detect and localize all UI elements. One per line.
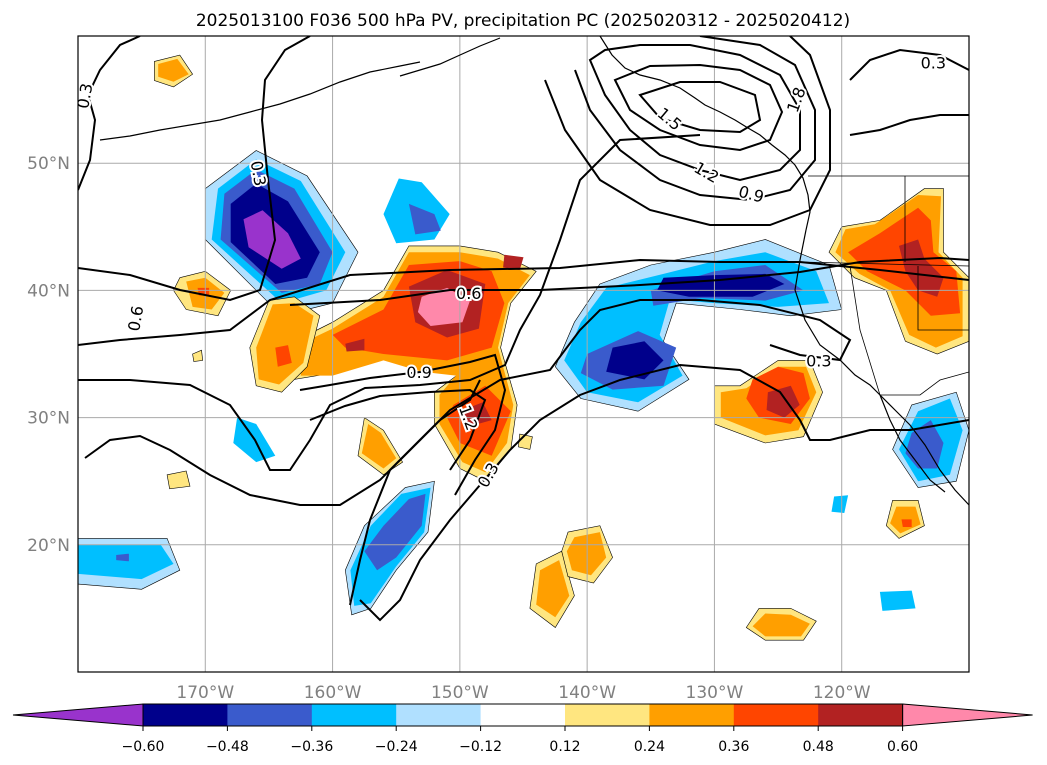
colorbar-extend-high bbox=[902, 703, 1033, 727]
colorbar-segment bbox=[565, 704, 650, 726]
precip-region-53 bbox=[752, 613, 810, 637]
baja-california bbox=[879, 394, 946, 493]
pv-contour-0.3-low-west bbox=[78, 36, 311, 302]
north-america-west-coast bbox=[794, 229, 969, 506]
x-tick-label: 170°W bbox=[176, 683, 234, 703]
colorbar-tick-label: 0.60 bbox=[887, 739, 918, 755]
y-tick-label: 50°N bbox=[27, 154, 70, 174]
precip-region-39 bbox=[275, 345, 292, 367]
colorbar-tick-label: 0.12 bbox=[549, 739, 580, 755]
chart-title: 2025013100 F036 500 hPa PV, precipitatio… bbox=[196, 11, 850, 31]
colorbar-tick-label: −0.24 bbox=[375, 739, 418, 755]
precip-region-38 bbox=[256, 303, 314, 385]
colorbar-segment bbox=[143, 704, 228, 726]
pv-contour-0.6-low-west bbox=[78, 258, 969, 346]
precip-region-56 bbox=[901, 519, 912, 527]
precip-region-59 bbox=[192, 349, 204, 362]
precip-region-58 bbox=[166, 470, 191, 490]
pv-contours bbox=[78, 36, 969, 622]
precip-region-43 bbox=[361, 424, 397, 469]
precip-region-31 bbox=[345, 338, 365, 352]
pv-contour-1.2-central bbox=[309, 388, 487, 471]
colorbar-segment bbox=[311, 704, 397, 726]
alaska-coastline bbox=[599, 36, 811, 231]
colorbar: −0.60 −0.48 −0.36 −0.24 −0.12 0.12 0.24 0.36 0.4… bbox=[12, 703, 1033, 755]
x-tick-label: 130°W bbox=[686, 683, 744, 703]
colorbar-tick-label: 0.24 bbox=[634, 739, 665, 755]
x-tick-label: 160°W bbox=[304, 683, 362, 703]
pv-contour-0.3-southeast bbox=[359, 363, 969, 622]
colorbar-frame bbox=[142, 703, 904, 727]
map-background bbox=[78, 36, 969, 672]
colorbar-tick-label: −0.48 bbox=[206, 739, 249, 755]
state-borders bbox=[849, 176, 969, 396]
colorbar-tick-label: −0.36 bbox=[290, 739, 333, 755]
colorbar-segment bbox=[649, 704, 735, 726]
colorbar-segment bbox=[396, 704, 482, 726]
precip-region-45 bbox=[536, 560, 570, 618]
pv-contour-label: 0.6 bbox=[456, 284, 481, 303]
precip-region-47 bbox=[566, 532, 607, 576]
precip-region-6 bbox=[408, 203, 441, 235]
precip-region-15 bbox=[364, 493, 426, 571]
pv-contour-0.9 bbox=[544, 36, 831, 226]
pv-contour-0.3-east bbox=[849, 48, 969, 81]
precip-region-12 bbox=[606, 341, 664, 380]
pv-contour-label: 0.9 bbox=[736, 182, 766, 207]
us-mexico-border bbox=[880, 371, 969, 396]
pv-contour-1.5 bbox=[588, 44, 801, 182]
pv-contour-label: 0.3 bbox=[806, 351, 831, 370]
colorbar-extend-low bbox=[12, 703, 144, 727]
precip-region-4 bbox=[243, 210, 301, 269]
precip-region-24 bbox=[831, 495, 849, 513]
colorbar-tick-label: −0.12 bbox=[459, 739, 502, 755]
canada-us-border bbox=[799, 261, 969, 267]
precip-region-63 bbox=[899, 239, 944, 297]
x-tick-label: 140°W bbox=[558, 683, 616, 703]
precip-region-32 bbox=[459, 402, 492, 427]
pv-contour-inner bbox=[638, 81, 762, 134]
map-plot-area: 0.30.30.60.60.91.20.31.51.20.91.80.30.3 bbox=[78, 36, 969, 672]
precip-region-33 bbox=[417, 287, 470, 326]
pv-contour-1.8 bbox=[613, 63, 784, 152]
map-frame bbox=[77, 35, 970, 673]
colorbar-segment bbox=[227, 704, 313, 726]
aleutian-islands bbox=[99, 61, 421, 141]
precip-region-41 bbox=[158, 58, 189, 82]
x-tick-label: 120°W bbox=[813, 683, 871, 703]
precip-region-17 bbox=[78, 544, 174, 580]
pv-contour-0.3-south bbox=[84, 299, 852, 506]
x-tick-label: 150°W bbox=[431, 683, 489, 703]
colorbar-tick-label: 0.48 bbox=[803, 739, 834, 755]
precip-region-57 bbox=[518, 433, 533, 450]
precip-region-23 bbox=[879, 590, 916, 611]
pv-contour-0.9-central bbox=[299, 353, 507, 496]
colorbar-segment bbox=[733, 704, 819, 726]
pv-contour-0.3-northwest bbox=[78, 36, 141, 191]
pv-contour-central-south bbox=[78, 134, 701, 471]
coastlines bbox=[99, 36, 969, 506]
alaska-peninsula bbox=[399, 37, 501, 77]
colorbar-segment bbox=[818, 704, 904, 726]
precip-region-11 bbox=[657, 273, 785, 297]
y-tick-label: 40°N bbox=[27, 281, 70, 301]
pv-contour-label: 0.9 bbox=[406, 363, 431, 382]
colorbar-segment bbox=[480, 704, 566, 726]
pv-contour-trough bbox=[349, 379, 481, 606]
pv-contour-0.3-east-2 bbox=[849, 114, 969, 136]
colorbar-tick-label: −0.60 bbox=[122, 739, 165, 755]
y-tick-label: 30°N bbox=[27, 409, 70, 429]
pv-contour-label: 0.3 bbox=[921, 54, 946, 73]
axis-tick-labels: 170°W 160°W 150°W 140°W 130°W 120°W 20°N 30°N 40… bbox=[27, 154, 871, 703]
pv-contour-1.2 bbox=[574, 36, 816, 202]
political-borders bbox=[799, 175, 969, 396]
pv-contour-0.6-central bbox=[289, 256, 969, 306]
colorbar-tick-label: 0.36 bbox=[718, 739, 749, 755]
precip-region-30 bbox=[503, 254, 524, 270]
y-tick-label: 20°N bbox=[27, 536, 70, 556]
precip-region-18 bbox=[116, 553, 129, 562]
